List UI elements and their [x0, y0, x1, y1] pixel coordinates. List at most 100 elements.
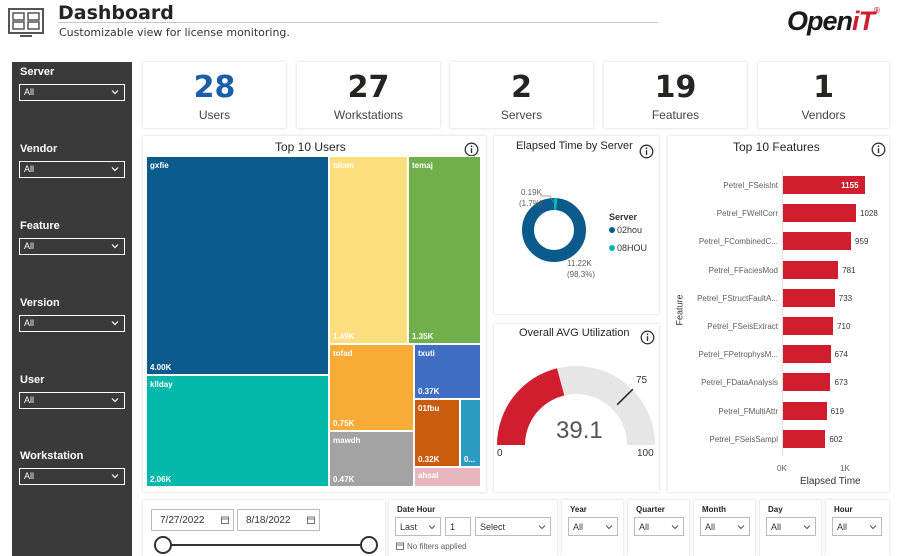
date-range-end-handle[interactable]	[360, 536, 378, 554]
treemap-tile[interactable]: mawdh 0.47K	[329, 431, 414, 487]
bar-petrel-fseisextract[interactable]	[782, 317, 834, 335]
treemap-tile-name: temaj	[412, 161, 433, 170]
calendar-icon	[221, 516, 229, 524]
page-subtitle: Customizable view for license monitoring…	[59, 26, 290, 39]
info-icon[interactable]	[639, 144, 654, 159]
treemap-tile[interactable]: talam 1.49K	[329, 156, 408, 344]
kpi-vendors-label: Vendors	[801, 108, 846, 122]
bar-petrel-fseisint[interactable]	[782, 176, 866, 194]
year-dropdown-value: All	[573, 522, 584, 532]
quarter-slicer-title: Quarter	[636, 505, 665, 514]
bar-category-label: Petrel_FWellCorr	[716, 209, 778, 219]
features-axis-line	[782, 170, 783, 456]
bar-petrel-fwellcorr[interactable]	[782, 204, 857, 223]
feature-dropdown-value: All	[24, 241, 35, 251]
end-date-input[interactable]: 8/18/2022	[237, 509, 320, 531]
bar-petrel-fdataanalysis[interactable]	[782, 373, 831, 392]
feature-dropdown[interactable]: All	[19, 238, 125, 255]
donut-small-value: 0.19K	[521, 188, 542, 197]
treemap-tile-value: 1.49K	[333, 332, 355, 341]
page-title: Dashboard	[58, 2, 174, 24]
donut-leader-line	[540, 195, 555, 204]
info-icon[interactable]	[464, 142, 479, 157]
chevron-down-icon	[869, 525, 877, 530]
date-hour-title: Date Hour	[397, 505, 436, 514]
utilization-gauge[interactable]	[494, 360, 659, 450]
end-date-value: 8/18/2022	[246, 515, 291, 526]
bar-category-label: Petrel_FPetrophysM...	[698, 350, 778, 360]
treemap-tile[interactable]: txuti 0.37K	[414, 344, 481, 399]
date-hour-mode-value: Last	[400, 522, 418, 532]
hour-dropdown[interactable]: All	[832, 517, 882, 536]
date-range-start-handle[interactable]	[154, 536, 172, 554]
treemap-tile-value: 4.00K	[150, 363, 172, 372]
bar-petrel-fmultiattr[interactable]	[782, 401, 827, 420]
month-dropdown-value: All	[705, 522, 716, 532]
openit-logo: OpeniT®	[787, 6, 880, 37]
bar-petrel-ffaciesmod[interactable]	[782, 260, 839, 279]
treemap-tile[interactable]: ahsal	[414, 467, 481, 487]
bar-value-label: 602	[829, 434, 843, 444]
treemap-tile-value: 0.32K	[418, 455, 440, 464]
info-icon[interactable]	[640, 330, 655, 345]
day-dropdown[interactable]: All	[766, 517, 816, 536]
kpi-workstations-label: Workstations	[333, 108, 404, 122]
bar-category-label: Petrel_FStructFaultA...	[697, 293, 778, 303]
day-slicer-title: Day	[768, 505, 783, 514]
filter-label-workstation: Workstation	[20, 450, 84, 462]
chevron-down-icon	[111, 90, 119, 95]
donut-small-pct: (1.7%)	[519, 199, 543, 208]
legend-dot	[609, 245, 615, 251]
bar-petrel-fstructfaulta[interactable]	[782, 288, 835, 307]
year-dropdown[interactable]: All	[568, 517, 618, 536]
treemap-tile[interactable]: temaj 1.35K	[408, 156, 481, 344]
chevron-down-icon	[111, 167, 119, 172]
workstation-dropdown[interactable]: All	[19, 468, 125, 485]
legend-dot	[609, 227, 615, 233]
user-dropdown-value: All	[24, 395, 35, 405]
server-donut-chart[interactable]	[519, 195, 589, 265]
features-y-axis-label: Feature	[674, 294, 685, 326]
vendor-dropdown[interactable]: All	[19, 161, 125, 178]
date-hour-count-input[interactable]: 1	[445, 517, 471, 536]
legend-item-02hou[interactable]: 02hou	[609, 225, 642, 235]
chevron-down-icon	[111, 398, 119, 403]
bar-petrel-fcombinedc[interactable]	[782, 232, 852, 251]
treemap-tile[interactable]: tofad 0.75K	[329, 344, 414, 431]
date-hour-unit-dropdown[interactable]: Select	[475, 517, 551, 536]
info-icon[interactable]	[871, 142, 886, 157]
donut-legend-title: Server	[609, 212, 638, 222]
year-slicer: Year All	[562, 500, 623, 556]
treemap-tile[interactable]: 01fbu 0.32K	[414, 399, 460, 467]
version-dropdown[interactable]: All	[19, 315, 125, 332]
treemap-tile[interactable]: 0...	[460, 399, 481, 467]
bar-petrel-fseissampl[interactable]	[782, 429, 826, 448]
calendar-icon	[307, 516, 315, 524]
treemap-tile-value: 0...	[464, 455, 476, 464]
kpi-servers-value: 2	[511, 70, 532, 105]
quarter-dropdown[interactable]: All	[634, 517, 684, 536]
kpi-vendors-value: 1	[813, 70, 834, 105]
user-dropdown[interactable]: All	[19, 392, 125, 409]
bar-category-label: Petrel_FSeisInt	[723, 181, 778, 190]
bar-value-label: 1155	[841, 181, 859, 190]
bar-value-label: 959	[855, 237, 869, 247]
date-range-track[interactable]	[163, 544, 370, 546]
treemap-tile-value: 2.06K	[150, 475, 172, 484]
month-dropdown[interactable]: All	[700, 517, 750, 536]
treemap-tile[interactable]: kllday 2.06K	[146, 375, 329, 487]
year-slicer-title: Year	[570, 505, 587, 514]
quarter-slicer: Quarter All	[628, 500, 689, 556]
date-hour-mode-dropdown[interactable]: Last	[395, 517, 441, 536]
kpi-servers-label: Servers	[500, 108, 543, 122]
filter-label-vendor: Vendor	[20, 143, 58, 155]
hour-slicer-title: Hour	[834, 505, 853, 514]
kpi-workstations: 27 Workstations	[297, 62, 440, 128]
legend-item-08hou[interactable]: 08HOU	[609, 243, 647, 253]
bar-petrel-fpetrophysm[interactable]	[782, 345, 831, 364]
server-dropdown[interactable]: All	[19, 84, 125, 101]
date-hour-note: No filters applied	[407, 542, 467, 551]
legend-label: 08HOU	[617, 243, 648, 253]
start-date-input[interactable]: 7/27/2022	[151, 509, 234, 531]
treemap-tile[interactable]: gxfie 4.00K	[146, 156, 329, 375]
